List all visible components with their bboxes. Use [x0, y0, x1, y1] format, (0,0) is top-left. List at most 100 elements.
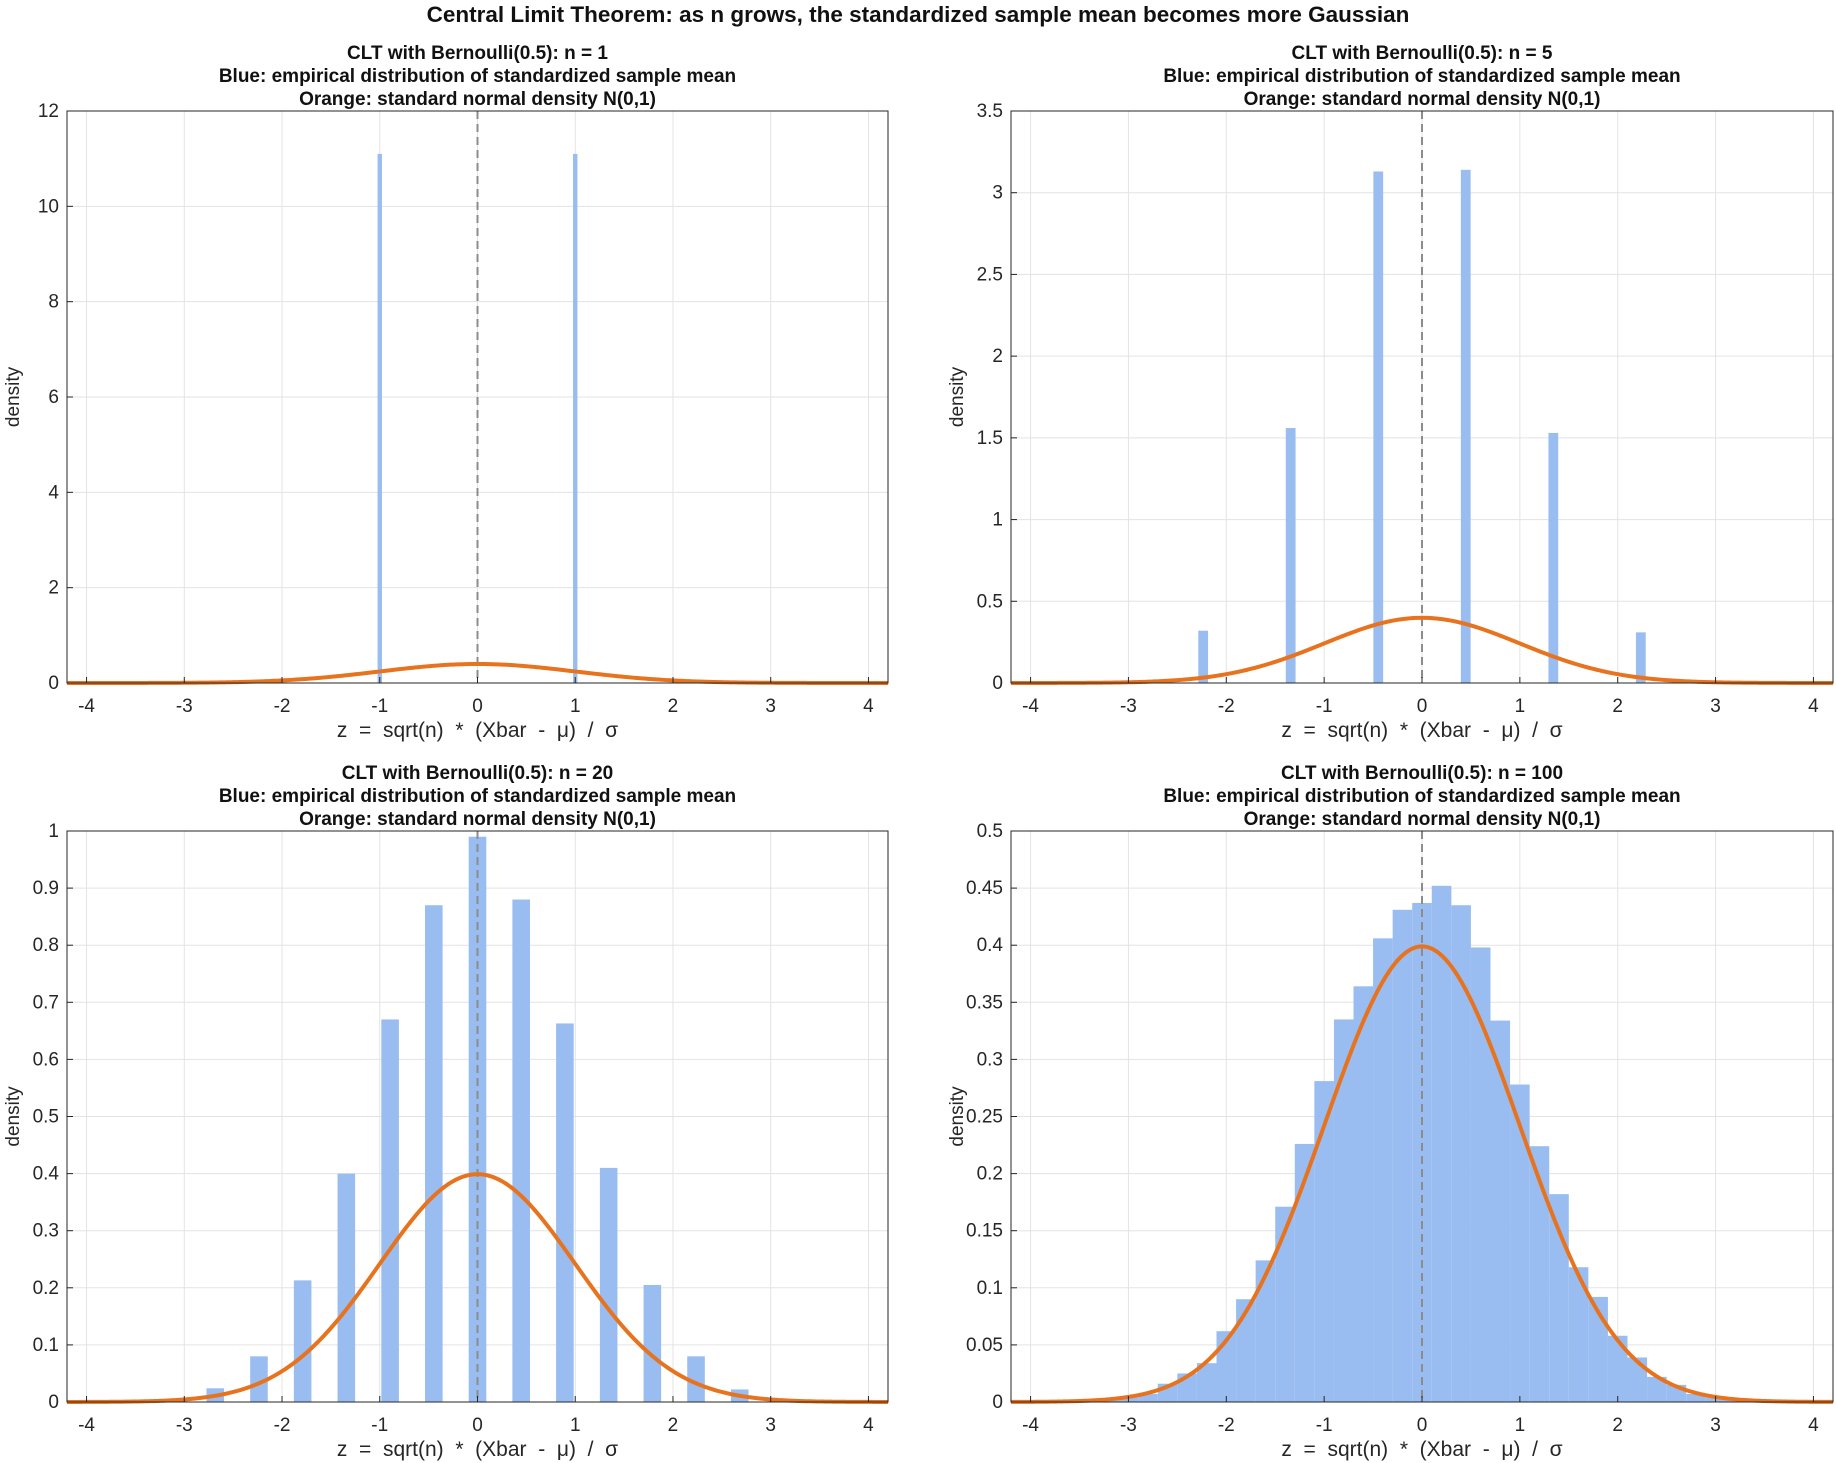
- x-tick-label: 1: [570, 696, 581, 717]
- subplot-title-line: Orange: standard normal density N(0,1): [1244, 89, 1601, 110]
- x-tick-label: -4: [1022, 696, 1039, 717]
- subplot-title-line: Orange: standard normal density N(0,1): [1244, 809, 1601, 830]
- histogram-bar: [1627, 1357, 1648, 1402]
- y-tick-label: 0: [48, 1392, 59, 1413]
- x-tick-label: 4: [863, 1415, 874, 1436]
- histogram-bar: [1635, 632, 1646, 683]
- normal-density-curve: [66, 1172, 889, 1404]
- histogram-bar: [1294, 1143, 1315, 1402]
- subplot-title-line: Blue: empirical distribution of standard…: [219, 66, 736, 87]
- x-tick-label: -2: [274, 1415, 291, 1436]
- histogram-bar: [1451, 905, 1471, 1402]
- histogram-bar: [1470, 947, 1491, 1402]
- y-tick-label: 0.6: [33, 1049, 59, 1070]
- x-tick-label: -4: [78, 696, 95, 717]
- subplot-title-line: CLT with Bernoulli(0.5): n = 1: [347, 43, 608, 64]
- x-axis-label: z = sqrt(n) * (Xbar - μ) / σ: [337, 1438, 618, 1461]
- histogram-bar: [1548, 432, 1559, 683]
- y-tick-label: 6: [48, 387, 59, 408]
- x-tick-label: 2: [668, 696, 679, 717]
- histogram-bar: [1392, 909, 1413, 1402]
- x-tick-label: -4: [78, 1415, 95, 1436]
- histogram-bar: [512, 899, 530, 1402]
- histogram-bar: [377, 153, 382, 683]
- y-tick-label: 1: [48, 821, 59, 842]
- subplot-title-line: Blue: empirical distribution of standard…: [1163, 66, 1680, 87]
- y-tick-label: 0.3: [33, 1221, 59, 1242]
- histogram-bar: [1568, 1267, 1589, 1402]
- histogram-bar: [573, 153, 578, 683]
- y-tick-label: 0.4: [977, 935, 1004, 956]
- x-tick-label: -3: [1120, 1415, 1137, 1436]
- subplot-title-line: Orange: standard normal density N(0,1): [299, 809, 656, 830]
- x-tick-label: -4: [1022, 1415, 1039, 1436]
- histogram-bar: [1138, 1394, 1158, 1402]
- histogram-bar: [687, 1356, 705, 1402]
- histogram-bar: [1196, 1363, 1217, 1402]
- y-tick-label: 3: [992, 183, 1003, 204]
- x-tick-label: -3: [176, 1415, 193, 1436]
- y-tick-label: 12: [38, 101, 59, 122]
- x-tick-label: 2: [1612, 1415, 1623, 1436]
- y-tick-label: 0.3: [977, 1049, 1003, 1070]
- x-tick-label: -1: [371, 1415, 388, 1436]
- x-tick-label: -2: [1218, 1415, 1235, 1436]
- histogram-bar: [381, 1019, 399, 1402]
- x-tick-label: 1: [1515, 1415, 1526, 1436]
- subplot-3: -4 -3 -2 -1 0 1 2 3 4 0 0.1 0.2 0.3 0.4 0.5 0.6 0.7 0.8 0.…: [3, 763, 889, 1461]
- histogram-bar: [1529, 1146, 1550, 1402]
- histogram-bar: [337, 1173, 356, 1402]
- histogram-bar: [1353, 986, 1374, 1402]
- x-tick-label: 3: [1710, 1415, 1721, 1436]
- y-tick-label: 0.5: [977, 591, 1003, 612]
- x-tick-label: -2: [274, 696, 291, 717]
- y-tick-label: 0.7: [33, 992, 59, 1013]
- y-tick-label: 0: [992, 1392, 1003, 1413]
- y-tick-label: 2: [48, 578, 59, 599]
- y-axis-label: density: [3, 366, 24, 427]
- y-tick-label: 3.5: [977, 101, 1003, 122]
- x-tick-label: 0: [472, 696, 483, 717]
- x-tick-label: -2: [1218, 696, 1235, 717]
- x-tick-label: 4: [1808, 696, 1819, 717]
- histogram-bar: [1275, 1206, 1295, 1402]
- x-tick-label: -1: [371, 696, 388, 717]
- y-tick-label: 0: [992, 673, 1003, 694]
- y-tick-label: 10: [38, 196, 59, 217]
- y-tick-label: 1: [992, 510, 1003, 531]
- x-axis-label: z = sqrt(n) * (Xbar - μ) / σ: [1281, 1438, 1562, 1461]
- normal-density-curve: [1011, 944, 1833, 1404]
- y-tick-label: 0.1: [33, 1335, 59, 1356]
- histogram-bar: [1431, 885, 1452, 1402]
- x-tick-label: -3: [1120, 696, 1137, 717]
- y-tick-label: 0.5: [33, 1107, 59, 1128]
- histogram-bar: [1412, 902, 1432, 1402]
- subplot-title-line: CLT with Bernoulli(0.5): n = 100: [1281, 763, 1563, 784]
- histogram-bar: [643, 1284, 662, 1402]
- histogram-bar: [1549, 1194, 1569, 1402]
- x-tick-label: 0: [1417, 696, 1428, 717]
- subplot-title-line: Blue: empirical distribution of standard…: [219, 786, 736, 807]
- subplot-title-line: CLT with Bernoulli(0.5): n = 5: [1292, 43, 1553, 64]
- y-tick-label: 0.15: [966, 1221, 1003, 1242]
- histogram-bar: [1460, 169, 1471, 683]
- x-tick-label: 3: [765, 1415, 776, 1436]
- normal-density-curve: [1011, 615, 1833, 685]
- x-tick-label: 3: [765, 696, 776, 717]
- subplot-2: -4 -3 -2 -1 0 1 2 3 4 0 0.5 1 1.5 2 2.5 3 3.5 CLT with Be…: [947, 43, 1834, 742]
- histogram-bar: [1285, 428, 1296, 683]
- x-tick-label: 4: [863, 696, 874, 717]
- histogram-bar: [1490, 1020, 1511, 1402]
- y-tick-label: 0.05: [966, 1335, 1003, 1356]
- y-axis-label: density: [947, 1086, 968, 1147]
- y-tick-label: 0: [48, 673, 59, 694]
- histogram-bar: [1647, 1376, 1667, 1402]
- histogram-bar: [1255, 1260, 1276, 1402]
- y-tick-label: 0.5: [977, 821, 1003, 842]
- x-axis-label: z = sqrt(n) * (Xbar - μ) / σ: [1281, 719, 1562, 742]
- histogram-bar: [425, 905, 443, 1402]
- y-tick-label: 0.2: [977, 1164, 1003, 1185]
- y-tick-label: 0.8: [33, 935, 59, 956]
- y-tick-label: 4: [48, 482, 59, 503]
